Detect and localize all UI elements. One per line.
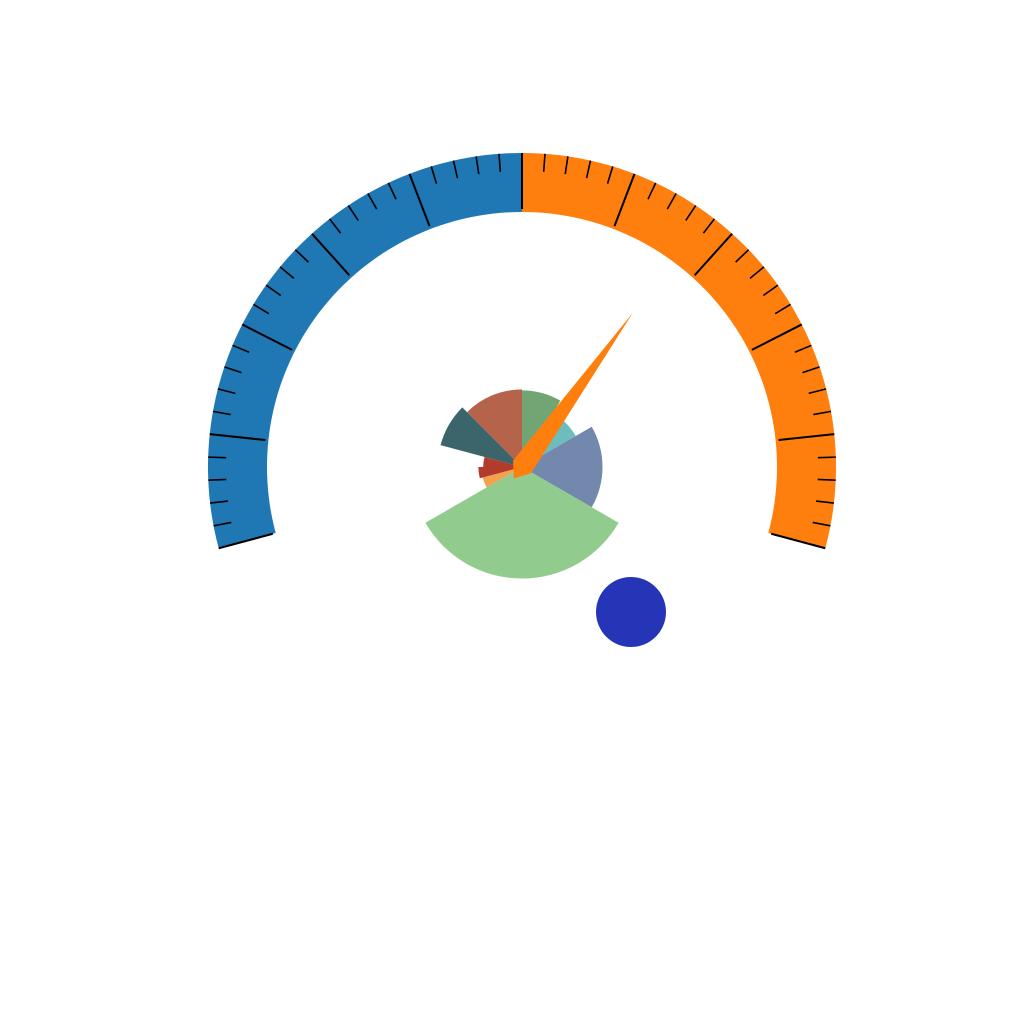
gauge-major-tick <box>408 173 431 227</box>
gauge-minor-tick <box>815 500 835 504</box>
gauge-minor-tick <box>367 193 378 210</box>
gauge-minor-tick <box>279 266 295 279</box>
gauge-minor-tick <box>817 456 836 459</box>
gauge-minor-tick <box>232 344 250 354</box>
marker-group <box>596 577 666 647</box>
gauge-ticks <box>208 153 836 550</box>
gauge-band-2 <box>522 153 836 549</box>
polar-sector-5 <box>482 467 522 488</box>
gauge-major-tick <box>218 532 274 550</box>
gauge-minor-tick <box>294 249 309 263</box>
gauge-minor-tick <box>212 410 231 416</box>
gauge-minor-tick <box>542 153 546 172</box>
gauge-minor-tick <box>774 303 791 315</box>
gauge-minor-tick <box>265 284 282 297</box>
gauge-minor-tick <box>452 160 459 179</box>
gauge-minor-tick <box>813 410 832 416</box>
gauge-minor-tick <box>702 218 716 234</box>
gauge-minor-tick <box>217 388 236 395</box>
gauge-major-tick <box>613 173 636 227</box>
gauge-minor-tick <box>606 166 614 184</box>
gauge-minor-tick <box>224 366 242 374</box>
gauge-minor-tick <box>498 153 502 172</box>
gauge-major-tick <box>693 232 733 276</box>
gauge-major-tick <box>311 232 351 276</box>
gauge-minor-tick <box>794 344 812 354</box>
gauge-minor-tick <box>209 500 229 504</box>
gauge-major-tick <box>209 433 266 442</box>
gauge-minor-tick <box>208 456 227 459</box>
gauge-minor-tick <box>666 193 677 210</box>
marker-dot <box>596 577 666 647</box>
polar-bar-chart <box>425 389 619 579</box>
polar-sector-4 <box>425 467 619 579</box>
gauge-needle-group <box>513 312 633 479</box>
gauge-bands <box>207 152 836 549</box>
gauge-minor-tick <box>475 156 480 175</box>
gauge-minor-tick <box>585 160 592 179</box>
gauge-minor-tick <box>802 366 820 374</box>
gauge-minor-tick <box>812 521 831 527</box>
polar-sector-8 <box>440 407 522 467</box>
gauge-minor-tick <box>213 521 232 527</box>
polar-sector-3 <box>522 426 603 508</box>
polar-sector-7 <box>483 456 522 467</box>
gauge-needle <box>513 312 633 479</box>
gauge-minor-tick <box>387 182 397 200</box>
gauge-minor-tick <box>749 266 765 279</box>
gauge-minor-tick <box>808 388 827 395</box>
gauge-minor-tick <box>647 182 657 200</box>
gauge-band-1 <box>207 152 523 549</box>
gauge-minor-tick <box>817 478 836 481</box>
gauge-major-tick <box>241 323 293 351</box>
gauge-major-tick <box>751 323 803 351</box>
gauge-major-tick <box>770 532 826 550</box>
gauge-minor-tick <box>347 205 359 221</box>
polar-sector-9 <box>467 389 522 467</box>
gauge-minor-tick <box>208 478 227 481</box>
gauge-minor-tick <box>735 249 750 263</box>
gauge-minor-tick <box>253 303 270 315</box>
gauge-minor-tick <box>685 205 697 221</box>
gauge-minor-tick <box>564 156 569 175</box>
gauge-major-tick <box>778 433 835 442</box>
polar-sector-6 <box>478 467 522 479</box>
gauge-minor-tick <box>762 284 779 297</box>
gauge-minor-tick <box>328 218 342 234</box>
gauge-minor-tick <box>430 166 438 184</box>
